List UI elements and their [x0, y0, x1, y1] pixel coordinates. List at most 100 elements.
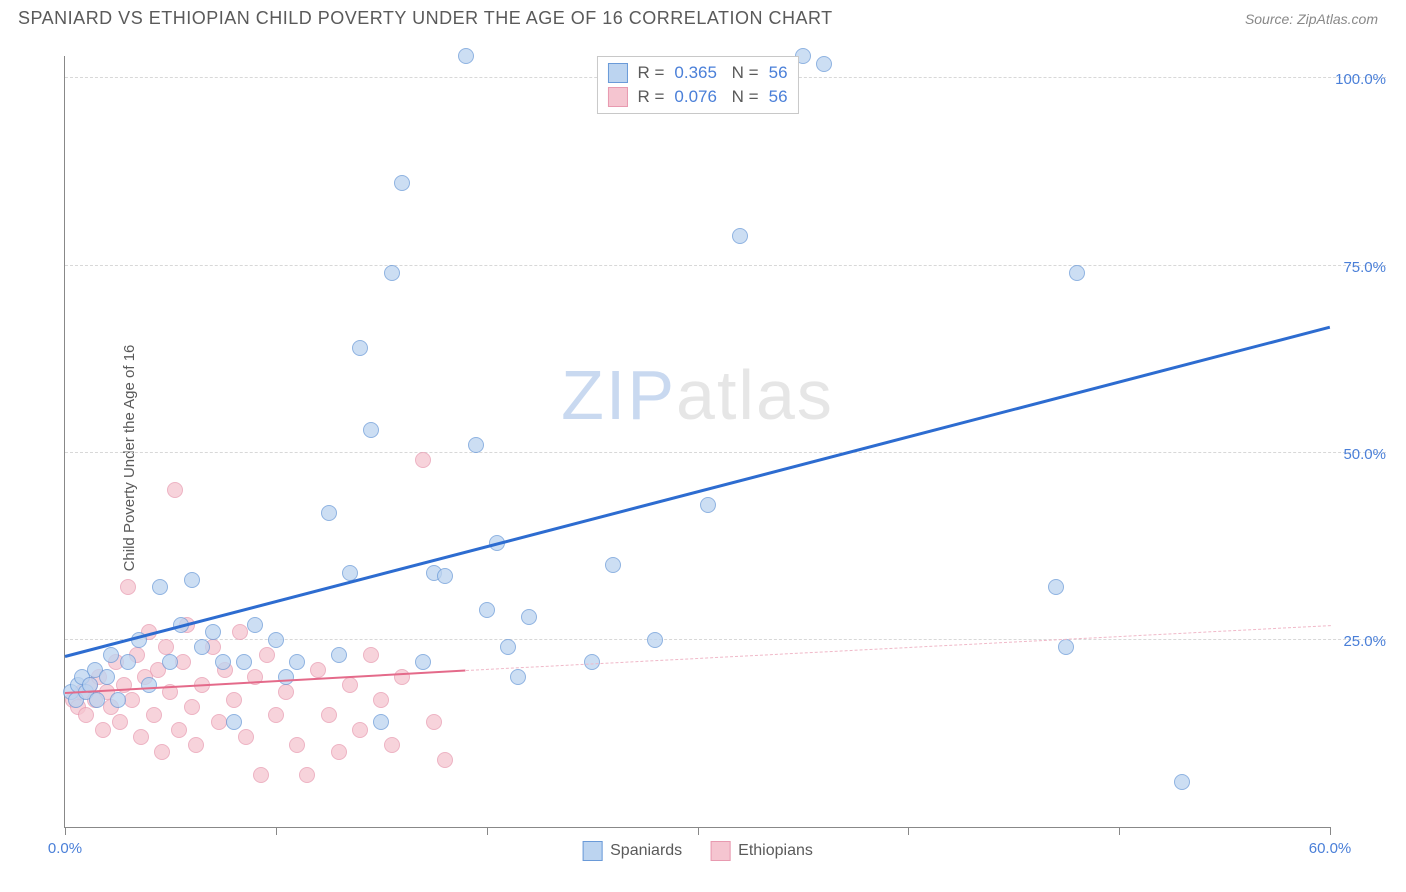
legend-item-ethiopians: Ethiopians — [710, 841, 813, 861]
swatch-spaniards-bottom — [582, 841, 602, 861]
watermark-right: atlas — [676, 356, 834, 434]
data-point — [184, 572, 200, 588]
data-point — [95, 722, 111, 738]
data-point — [321, 505, 337, 521]
x-tick — [487, 827, 488, 835]
x-tick — [698, 827, 699, 835]
data-point — [605, 557, 621, 573]
chart-title: SPANIARD VS ETHIOPIAN CHILD POVERTY UNDE… — [18, 8, 833, 29]
data-point — [415, 654, 431, 670]
data-point — [184, 699, 200, 715]
data-point — [253, 767, 269, 783]
data-point — [352, 340, 368, 356]
x-tick — [276, 827, 277, 835]
y-tick-label: 50.0% — [1334, 446, 1386, 463]
chart-header: SPANIARD VS ETHIOPIAN CHILD POVERTY UNDE… — [0, 0, 1406, 33]
data-point — [289, 654, 305, 670]
gridline — [65, 265, 1386, 266]
swatch-ethiopians — [607, 87, 627, 107]
n-value-spaniards: 56 — [769, 63, 788, 83]
data-point — [373, 714, 389, 730]
data-point — [158, 639, 174, 655]
data-point — [437, 568, 453, 584]
trend-line — [466, 625, 1330, 671]
data-point — [500, 639, 516, 655]
data-point — [232, 624, 248, 640]
data-point — [310, 662, 326, 678]
watermark: ZIPatlas — [561, 355, 834, 435]
data-point — [120, 654, 136, 670]
data-point — [342, 677, 358, 693]
data-point — [194, 639, 210, 655]
data-point — [415, 452, 431, 468]
data-point — [268, 707, 284, 723]
data-point — [299, 767, 315, 783]
data-point — [1174, 774, 1190, 790]
plot-area: ZIPatlas R = 0.365 N = 56 R = 0.076 N = … — [64, 56, 1330, 828]
data-point — [331, 647, 347, 663]
x-tick-label: 60.0% — [1309, 840, 1352, 857]
data-point — [342, 565, 358, 581]
data-point — [120, 579, 136, 595]
r-value-ethiopians: 0.076 — [674, 87, 717, 107]
data-point — [112, 714, 128, 730]
x-tick — [908, 827, 909, 835]
data-point — [188, 737, 204, 753]
data-point — [152, 579, 168, 595]
x-tick — [1330, 827, 1331, 835]
legend-label-ethiopians: Ethiopians — [738, 842, 813, 860]
gridline — [65, 452, 1386, 453]
data-point — [154, 744, 170, 760]
data-point — [352, 722, 368, 738]
data-point — [171, 722, 187, 738]
data-point — [816, 56, 832, 72]
legend-stats: R = 0.365 N = 56 R = 0.076 N = 56 — [596, 56, 798, 114]
y-tick-label: 75.0% — [1334, 259, 1386, 276]
data-point — [99, 669, 115, 685]
swatch-ethiopians-bottom — [710, 841, 730, 861]
swatch-spaniards — [607, 63, 627, 83]
trend-line — [65, 326, 1331, 658]
data-point — [289, 737, 305, 753]
source-prefix: Source: — [1245, 11, 1297, 27]
n-value-ethiopians: 56 — [769, 87, 788, 107]
data-point — [1069, 265, 1085, 281]
data-point — [205, 624, 221, 640]
data-point — [700, 497, 716, 513]
data-point — [384, 737, 400, 753]
data-point — [78, 707, 94, 723]
r-value-spaniards: 0.365 — [674, 63, 717, 83]
source-attribution: Source: ZipAtlas.com — [1245, 11, 1378, 27]
data-point — [647, 632, 663, 648]
data-point — [437, 752, 453, 768]
data-point — [167, 482, 183, 498]
legend-series: Spaniards Ethiopians — [582, 841, 813, 861]
data-point — [247, 617, 263, 633]
data-point — [278, 669, 294, 685]
data-point — [331, 744, 347, 760]
data-point — [226, 714, 242, 730]
data-point — [363, 422, 379, 438]
data-point — [146, 707, 162, 723]
legend-label-spaniards: Spaniards — [610, 842, 682, 860]
data-point — [321, 707, 337, 723]
data-point — [133, 729, 149, 745]
data-point — [468, 437, 484, 453]
x-tick — [1119, 827, 1120, 835]
data-point — [1058, 639, 1074, 655]
data-point — [110, 692, 126, 708]
data-point — [162, 654, 178, 670]
data-point — [141, 677, 157, 693]
legend-item-spaniards: Spaniards — [582, 841, 682, 861]
data-point — [363, 647, 379, 663]
source-link[interactable]: ZipAtlas.com — [1297, 11, 1378, 27]
data-point — [103, 647, 119, 663]
data-point — [732, 228, 748, 244]
data-point — [394, 175, 410, 191]
data-point — [373, 692, 389, 708]
data-point — [1048, 579, 1064, 595]
data-point — [278, 684, 294, 700]
data-point — [211, 714, 227, 730]
data-point — [394, 669, 410, 685]
data-point — [521, 609, 537, 625]
